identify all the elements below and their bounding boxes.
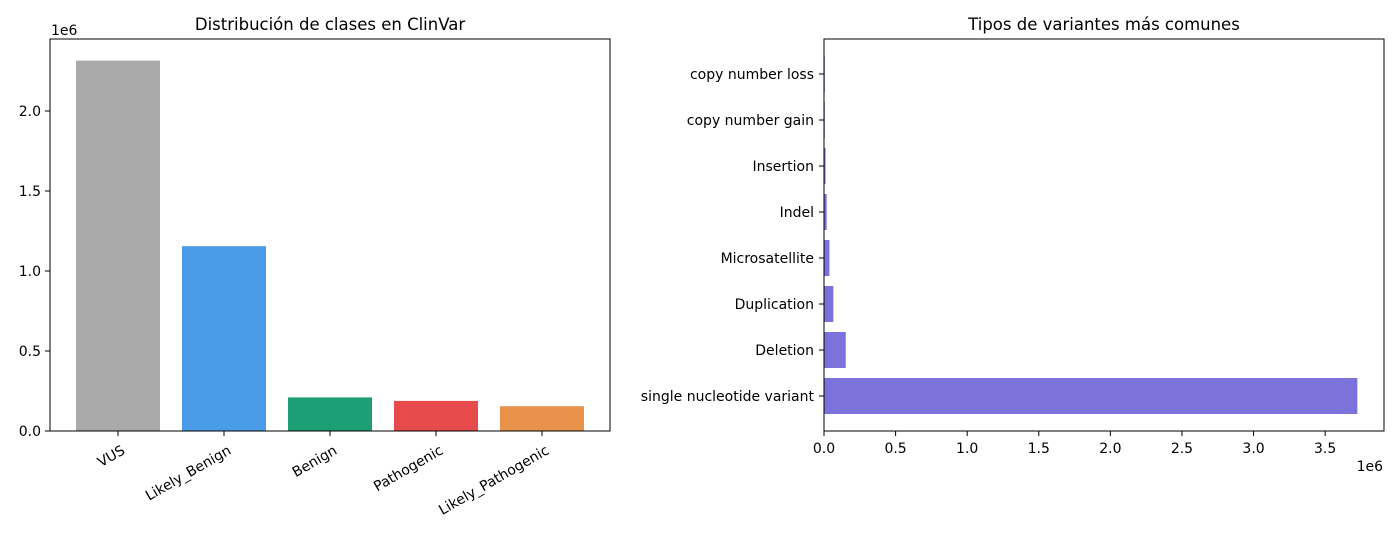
x-tick-label: 1.5 bbox=[1028, 441, 1050, 457]
bar-microsatellite bbox=[824, 240, 830, 276]
x-tick-label: 0.0 bbox=[813, 441, 835, 457]
y-tick-label: 2.0 bbox=[19, 104, 41, 120]
variant-types-chart: Tipos de variantes más comunes 1e6 singl… bbox=[641, 15, 1385, 475]
y-axis-scale-label: 1e6 bbox=[51, 23, 78, 39]
bar-pathogenic bbox=[394, 400, 478, 431]
x-tick-label: 2.0 bbox=[1099, 441, 1121, 457]
y-tick-label: 1.5 bbox=[19, 184, 41, 200]
x-tick-label: Pathogenic bbox=[371, 443, 446, 495]
y-tick-label: single nucleotide variant bbox=[641, 389, 815, 405]
x-tick-label: 2.5 bbox=[1171, 441, 1193, 457]
chart-title: Distribución de clases en ClinVar bbox=[195, 15, 465, 34]
plot-frame bbox=[49, 38, 611, 432]
x-axis-scale-label: 1e6 bbox=[1357, 459, 1384, 475]
chart-title: Tipos de variantes más comunes bbox=[967, 15, 1240, 34]
y-tick-label: 0.5 bbox=[19, 344, 41, 360]
x-tick-label: Likely_Pathogenic bbox=[436, 443, 552, 519]
class-distribution-chart: Distribución de clases en ClinVar 1e6 0.… bbox=[19, 15, 611, 519]
x-tick-label: VUS bbox=[95, 443, 128, 471]
bar-single-nucleotide-variant bbox=[824, 378, 1358, 414]
x-tick-label: 3.5 bbox=[1314, 441, 1336, 457]
bar-likely-benign bbox=[182, 246, 266, 431]
bar-indel bbox=[824, 194, 827, 230]
bar-vus bbox=[76, 60, 160, 431]
y-tick-label: Indel bbox=[780, 205, 814, 221]
y-tick-label: 1.0 bbox=[19, 264, 41, 280]
x-tick-label: 0.5 bbox=[884, 441, 906, 457]
y-tick-label: Duplication bbox=[735, 297, 814, 313]
x-tick-label: Benign bbox=[290, 443, 340, 481]
plot-frame bbox=[823, 38, 1385, 432]
y-tick-label: Microsatellite bbox=[721, 251, 814, 267]
bar-duplication bbox=[824, 286, 834, 322]
bar-insertion bbox=[824, 148, 826, 184]
y-tick-label: copy number gain bbox=[687, 113, 814, 129]
x-tick-label: 3.0 bbox=[1242, 441, 1264, 457]
x-tick-label: Likely_Benign bbox=[143, 443, 234, 505]
y-tick-label: Deletion bbox=[755, 343, 814, 359]
x-tick-label: 1.0 bbox=[956, 441, 978, 457]
y-tick-label: copy number loss bbox=[690, 67, 814, 83]
bar-likely-pathogenic bbox=[500, 406, 584, 431]
y-tick-label: Insertion bbox=[753, 159, 814, 175]
bar-deletion bbox=[824, 332, 846, 368]
y-tick-label: 0.0 bbox=[19, 424, 41, 440]
bar-benign bbox=[288, 397, 372, 431]
